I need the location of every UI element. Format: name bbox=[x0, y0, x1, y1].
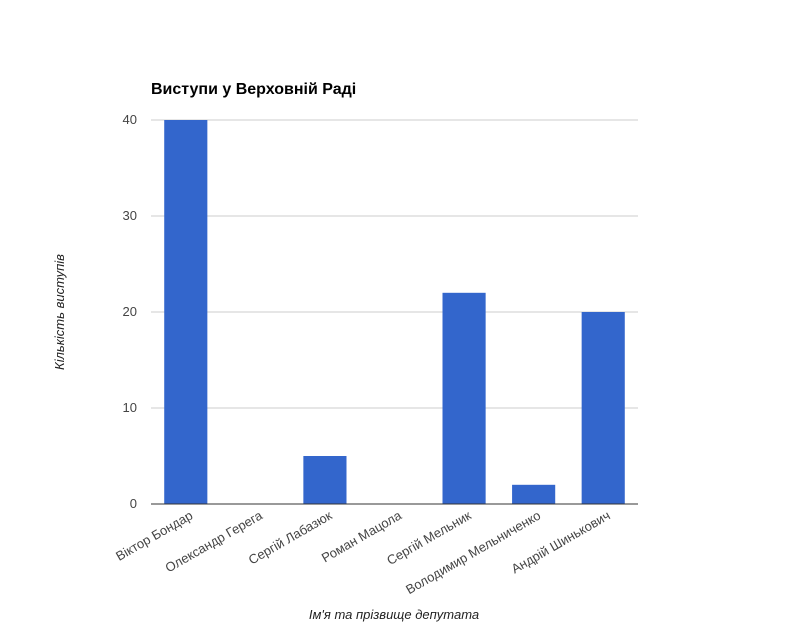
gridlines bbox=[151, 119, 638, 409]
bar[interactable] bbox=[442, 292, 486, 504]
bar[interactable] bbox=[164, 120, 208, 504]
bar[interactable] bbox=[581, 312, 625, 504]
bars bbox=[164, 120, 625, 504]
y-tick-label: 0 bbox=[130, 496, 137, 511]
y-tick-label: 40 bbox=[123, 112, 137, 127]
y-tick-label: 30 bbox=[123, 208, 137, 223]
bar[interactable] bbox=[303, 456, 347, 504]
bar[interactable] bbox=[512, 484, 556, 504]
y-tick-label: 20 bbox=[123, 304, 137, 319]
y-tick-labels: 0 10 20 30 40 bbox=[123, 112, 137, 511]
y-axis-title: Кількість виступів bbox=[52, 254, 67, 370]
x-tick-label: Володимир Мельниченко bbox=[403, 508, 543, 597]
chart-title: Виступи у Верховній Раді bbox=[151, 81, 356, 98]
y-tick-label: 10 bbox=[123, 400, 137, 415]
x-axis-title: Ім'я та прізвище депутата bbox=[309, 607, 479, 622]
